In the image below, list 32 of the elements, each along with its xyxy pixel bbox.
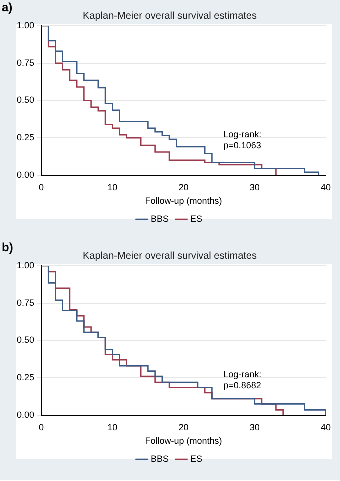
legend-label: ES (190, 454, 203, 464)
x-tick-label: 30 (250, 182, 260, 192)
y-tick-label: 0.75 (16, 298, 35, 308)
y-tick-label: 0.00 (16, 170, 35, 180)
x-tick-label: 20 (178, 182, 189, 192)
y-tick-label: 0.50 (16, 335, 35, 346)
x-tick-label: 30 (250, 422, 260, 432)
x-tick-label: 20 (178, 422, 189, 432)
y-tick-label: 1.00 (16, 20, 35, 30)
x-tick-label: 10 (108, 422, 118, 432)
annotation: Log-rank: p=0.1063 (224, 130, 262, 151)
x-tick-label: 10 (108, 182, 118, 192)
y-tick-label: 0.25 (16, 132, 35, 143)
text: a) (2, 0, 13, 14)
legend-label: BBS (150, 214, 170, 224)
x-axis-title: Follow-up (months) (145, 436, 222, 446)
y-tick-label: 0.25 (16, 372, 35, 383)
chart-title: Kaplan-Meier overall survival estimates (83, 10, 257, 22)
legend-label: BBS (150, 454, 170, 464)
legend-label: ES (190, 214, 203, 224)
y-tick-label: 1.00 (16, 260, 35, 270)
x-tick-label: 0 (39, 422, 44, 432)
y-tick-label: 0.00 (16, 410, 35, 420)
x-tick-label: 40 (320, 422, 332, 432)
annotation: Log-rank: p=0.8682 (224, 370, 262, 391)
y-tick-label: 0.50 (16, 95, 35, 106)
x-tick-label: 40 (320, 182, 332, 192)
x-axis-title: Follow-up (months) (145, 196, 222, 206)
y-tick-label: 0.75 (16, 58, 35, 68)
chart-title: Kaplan-Meier overall survival estimates (83, 250, 257, 262)
x-tick-label: 0 (39, 182, 44, 192)
text: b) (2, 240, 14, 254)
